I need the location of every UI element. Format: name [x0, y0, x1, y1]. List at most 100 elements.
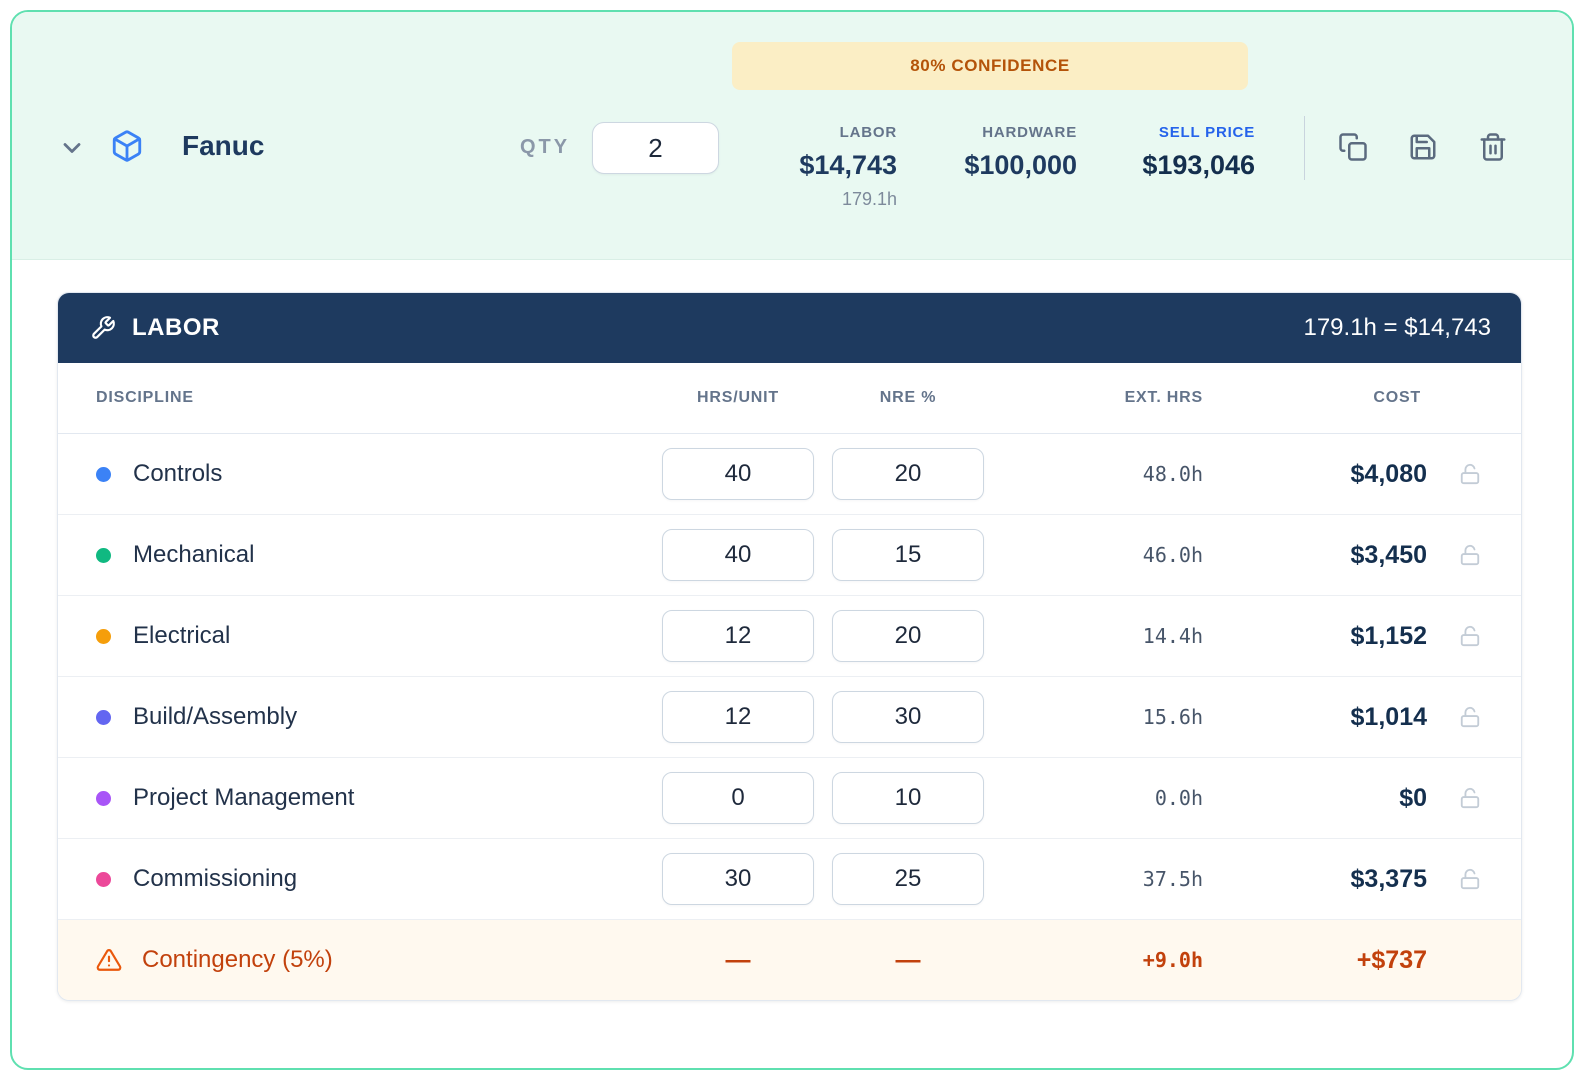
nre-input[interactable]	[832, 448, 984, 500]
hrs-unit-input[interactable]	[662, 448, 814, 500]
collapse-button[interactable]	[54, 130, 90, 166]
labor-section-title: LABOR	[132, 314, 220, 341]
lock-toggle[interactable]	[1455, 540, 1485, 570]
confidence-badge: 80% CONFIDENCE	[732, 42, 1248, 90]
chevron-down-icon	[58, 134, 86, 162]
table-row: Mechanical 46.0h $3,450	[58, 515, 1521, 596]
lock-toggle[interactable]	[1455, 459, 1485, 489]
contingency-label: Contingency (5%)	[142, 946, 333, 973]
package-icon	[110, 129, 144, 163]
unlock-icon	[1459, 868, 1481, 890]
labor-section-header: LABOR 179.1h = $14,743	[58, 293, 1521, 363]
labor-stat-value: $14,743	[799, 150, 897, 180]
hardware-stat-value: $100,000	[964, 150, 1077, 180]
save-button[interactable]	[1404, 128, 1442, 166]
qty-input[interactable]	[592, 122, 719, 174]
hrs-unit-input[interactable]	[662, 691, 814, 743]
discipline-dot	[96, 628, 111, 644]
warning-icon	[96, 947, 122, 973]
sell-price-stat: SELL PRICE $193,046	[1077, 124, 1255, 210]
contingency-nre-dash: —	[895, 945, 921, 974]
column-header-ext-hrs: EXT. HRS	[1124, 389, 1203, 406]
cost-value: $4,080	[1350, 459, 1427, 488]
column-header-hrs-unit: HRS/UNIT	[697, 389, 779, 406]
quote-stats: LABOR $14,743 179.1h HARDWARE $100,000 S…	[712, 124, 1255, 210]
column-header-discipline: DISCIPLINE	[96, 389, 194, 406]
cost-value: $3,375	[1350, 864, 1427, 893]
quote-card: 80% CONFIDENCE Fanuc QTY LABOR $14,743 1…	[10, 10, 1574, 1070]
ext-hrs-value: 46.0h	[1142, 543, 1203, 567]
discipline-label: Commissioning	[133, 865, 298, 892]
hrs-unit-input[interactable]	[662, 772, 814, 824]
quote-header: 80% CONFIDENCE Fanuc QTY LABOR $14,743 1…	[12, 12, 1572, 260]
labor-section-summary: 179.1h = $14,743	[1303, 314, 1491, 341]
discipline-label: Electrical	[133, 622, 231, 649]
contingency-hrs-dash: —	[725, 945, 751, 974]
ext-hrs-value: 37.5h	[1142, 867, 1203, 891]
lock-toggle[interactable]	[1455, 783, 1485, 813]
cost-value: $3,450	[1350, 540, 1427, 569]
lock-toggle[interactable]	[1455, 864, 1485, 894]
sell-price-label: SELL PRICE	[1158, 124, 1255, 141]
discipline-dot	[96, 871, 111, 887]
contingency-row: Contingency (5%) — — +9.0h +$737	[58, 920, 1521, 1000]
cost-value: $1,152	[1350, 621, 1427, 650]
table-row: Project Management 0.0h $0	[58, 758, 1521, 839]
discipline-label: Controls	[133, 460, 223, 487]
unlock-icon	[1459, 706, 1481, 728]
labor-stat: LABOR $14,743 179.1h	[712, 124, 897, 210]
hardware-stat-label: HARDWARE	[982, 124, 1077, 141]
discipline-dot	[96, 709, 111, 725]
labor-section: LABOR 179.1h = $14,743 DISCIPLINE HRS/UN…	[57, 292, 1522, 1001]
save-icon	[1408, 132, 1438, 162]
copy-icon	[1338, 132, 1368, 162]
hrs-unit-input[interactable]	[662, 610, 814, 662]
labor-stat-hours: 179.1h	[841, 189, 897, 209]
ext-hrs-value: 0.0h	[1154, 786, 1203, 810]
ext-hrs-value: 48.0h	[1142, 462, 1203, 486]
delete-button[interactable]	[1474, 128, 1512, 166]
lock-toggle[interactable]	[1455, 702, 1485, 732]
table-header-row: DISCIPLINE HRS/UNIT NRE % EXT. HRS COST	[58, 363, 1521, 434]
discipline-dot	[96, 466, 111, 482]
nre-input[interactable]	[832, 691, 984, 743]
unlock-icon	[1459, 625, 1481, 647]
action-icons	[1334, 128, 1512, 166]
table-row: Controls 48.0h $4,080	[58, 434, 1521, 515]
contingency-ext-hrs: +9.0h	[1142, 948, 1203, 972]
nre-input[interactable]	[832, 853, 984, 905]
nre-input[interactable]	[832, 772, 984, 824]
qty-label: QTY	[520, 136, 571, 158]
discipline-label: Mechanical	[133, 541, 255, 568]
trash-icon	[1478, 132, 1508, 162]
labor-stat-label: LABOR	[839, 124, 897, 141]
unlock-icon	[1459, 544, 1481, 566]
unlock-icon	[1459, 463, 1481, 485]
cost-value: $0	[1399, 783, 1427, 812]
discipline-label: Project Management	[133, 784, 355, 811]
discipline-dot	[96, 547, 111, 563]
column-header-nre: NRE %	[879, 389, 937, 406]
duplicate-button[interactable]	[1334, 128, 1372, 166]
hardware-stat: HARDWARE $100,000	[897, 124, 1077, 210]
hrs-unit-input[interactable]	[662, 853, 814, 905]
unlock-icon	[1459, 787, 1481, 809]
table-row: Electrical 14.4h $1,152	[58, 596, 1521, 677]
discipline-label: Build/Assembly	[133, 703, 298, 730]
nre-input[interactable]	[832, 529, 984, 581]
table-row: Commissioning 37.5h $3,375	[58, 839, 1521, 920]
hrs-unit-input[interactable]	[662, 529, 814, 581]
discipline-dot	[96, 790, 111, 806]
contingency-cost: +$737	[1356, 945, 1427, 974]
lock-toggle[interactable]	[1455, 621, 1485, 651]
divider	[1304, 116, 1305, 180]
page-title: Fanuc	[182, 130, 265, 161]
wrench-icon	[90, 315, 116, 341]
ext-hrs-value: 14.4h	[1142, 624, 1203, 648]
column-header-cost: COST	[1373, 389, 1421, 406]
sell-price-value: $193,046	[1142, 150, 1255, 180]
ext-hrs-value: 15.6h	[1142, 705, 1203, 729]
nre-input[interactable]	[832, 610, 984, 662]
table-row: Build/Assembly 15.6h $1,014	[58, 677, 1521, 758]
cost-value: $1,014	[1350, 702, 1427, 731]
